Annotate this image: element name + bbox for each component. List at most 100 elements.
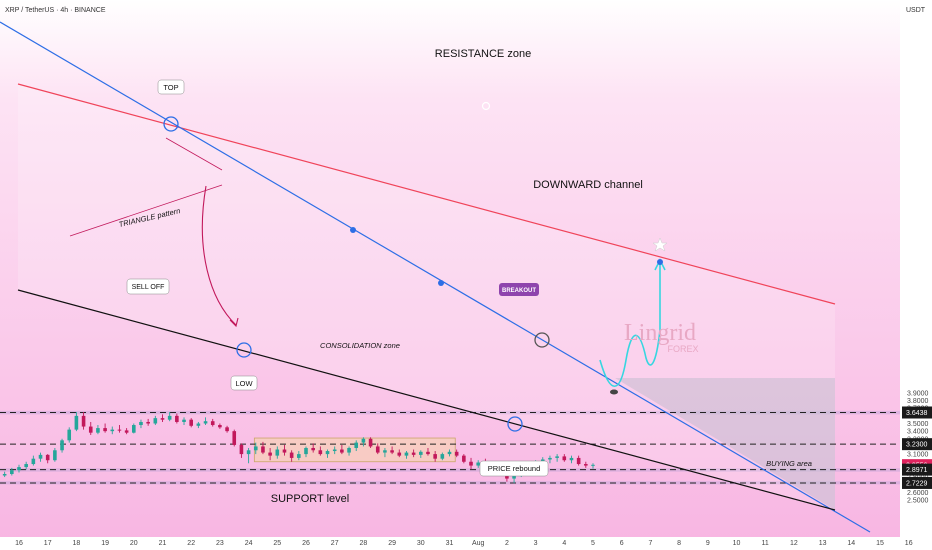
candle-body [203, 421, 208, 424]
candle-body [139, 421, 143, 426]
candle [153, 415, 158, 426]
y-tick-label: 2.5000 [907, 498, 929, 505]
x-tick-label: 12 [790, 540, 798, 547]
candle-body [397, 452, 402, 456]
candle [275, 446, 280, 459]
price-tag: 2.8971 [902, 463, 932, 476]
candle-body [246, 450, 251, 455]
candle-body [447, 451, 452, 455]
top-tag-text: TOP [163, 83, 178, 92]
candle [584, 461, 588, 468]
x-tick-label: 10 [733, 540, 741, 547]
price-tag: 3.6438 [902, 406, 932, 419]
candle [139, 419, 143, 429]
x-tick-label: 4 [562, 540, 566, 547]
y-tick-label: 3.8000 [907, 398, 929, 405]
candle-body [225, 427, 229, 432]
x-tick-label: 19 [101, 540, 109, 547]
candle-body [584, 464, 588, 466]
price-tag-text: 2.8971 [906, 467, 928, 474]
low-marker [236, 342, 252, 358]
price-rebound-tag: PRICE rebound [479, 460, 549, 477]
support-trendline [17, 289, 836, 511]
breakout-marker [534, 332, 550, 348]
candle-body [289, 452, 294, 458]
candle [110, 426, 115, 435]
top-marker [163, 116, 179, 132]
candle [311, 443, 315, 453]
candle [289, 450, 294, 462]
candle [411, 449, 416, 458]
price-tag: 3.2300 [902, 438, 932, 451]
candle-body [555, 456, 559, 458]
candle-body [124, 430, 129, 433]
candle [218, 423, 222, 429]
touch-point [657, 259, 663, 265]
x-tick-label: 22 [187, 540, 195, 547]
candle-body [569, 457, 574, 461]
x-tick-label: 20 [130, 540, 138, 547]
triangle-upper-line [165, 137, 223, 171]
price-axis-background [900, 0, 932, 550]
candle-body [361, 438, 366, 443]
candle [38, 452, 43, 462]
low-tag-text: LOW [235, 379, 253, 388]
touch-point [350, 227, 356, 233]
x-tick-label: 14 [847, 540, 855, 547]
candle-body [146, 421, 150, 424]
price-tag-bg [902, 463, 932, 476]
candle [175, 413, 179, 424]
candle-body [153, 418, 158, 424]
candle-body [218, 425, 222, 428]
candle [354, 440, 359, 452]
candle-body [261, 446, 265, 453]
candle [426, 447, 430, 456]
candle [67, 427, 72, 443]
candle-body [160, 418, 165, 420]
x-tick-label: 17 [44, 540, 52, 547]
x-tick-label: 5 [591, 540, 595, 547]
candle-body [411, 452, 416, 455]
x-tick-label: 21 [159, 540, 167, 547]
candle-body [60, 440, 64, 451]
top-tag: TOP [157, 79, 185, 95]
x-tick-label: 31 [446, 540, 454, 547]
currency-label: USDT [906, 7, 926, 14]
candle [31, 455, 36, 466]
candle-body [325, 451, 330, 455]
candle [146, 418, 150, 426]
candle [196, 421, 201, 429]
x-tick-label: Aug [472, 540, 485, 547]
candle [74, 412, 79, 432]
y-tick-label: 3.1000 [907, 452, 929, 459]
candle [261, 441, 265, 455]
candle-body [38, 454, 43, 459]
downward-channel-label: DOWNWARD channel [533, 179, 643, 191]
candle [562, 454, 567, 462]
candle-body [340, 449, 344, 453]
candle-body [548, 457, 552, 460]
candle [45, 454, 50, 464]
candle [390, 446, 394, 455]
x-tick-label: 3 [534, 540, 538, 547]
candle-body [31, 458, 36, 465]
candle-body [17, 467, 21, 471]
candle [555, 454, 559, 462]
resistance-zone-label: RESISTANCE zone [435, 48, 531, 60]
candle [167, 412, 172, 422]
candle [361, 437, 366, 447]
candle [433, 451, 437, 462]
candle [404, 451, 409, 459]
price-rebound-tag-text: PRICE rebound [488, 464, 541, 473]
candle-body [96, 428, 100, 433]
candle-body [182, 419, 186, 422]
candle [332, 446, 337, 455]
candle-body [175, 415, 179, 422]
descending-trendline [0, 21, 871, 533]
candle [53, 447, 57, 462]
candle [268, 447, 272, 461]
candle [253, 442, 258, 455]
x-tick-label: 13 [819, 540, 827, 547]
candle-body [462, 455, 466, 462]
